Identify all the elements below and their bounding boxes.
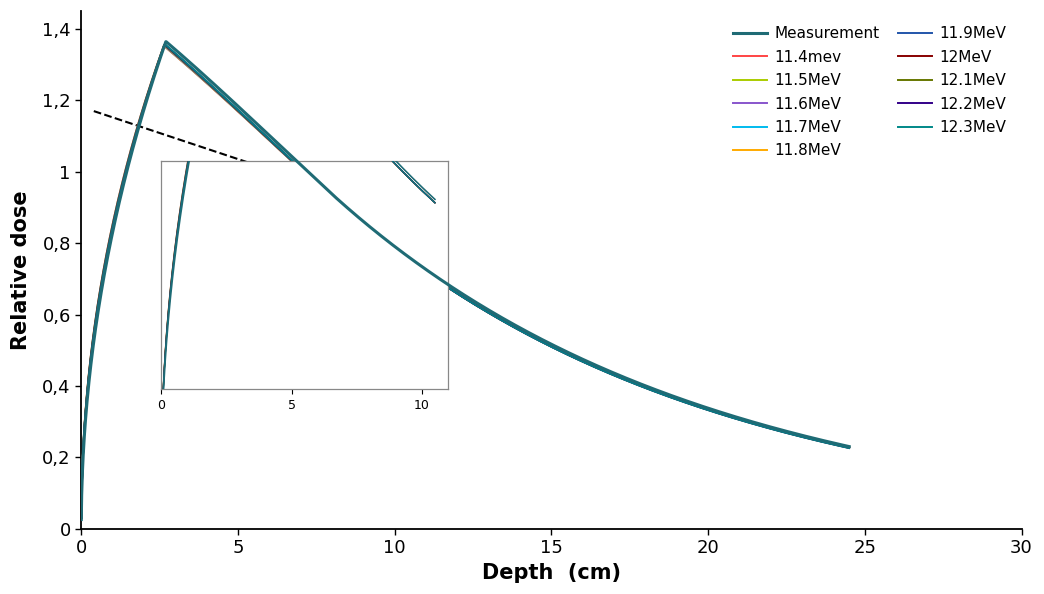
- Y-axis label: Relative dose: Relative dose: [11, 190, 31, 350]
- Legend: Measurement, 11.4mev, 11.5MeV, 11.6MeV, 11.7MeV, 11.8MeV, 11.9MeV, 12MeV, 12.1Me: Measurement, 11.4mev, 11.5MeV, 11.6MeV, …: [726, 19, 1014, 166]
- X-axis label: Depth  (cm): Depth (cm): [482, 563, 621, 583]
